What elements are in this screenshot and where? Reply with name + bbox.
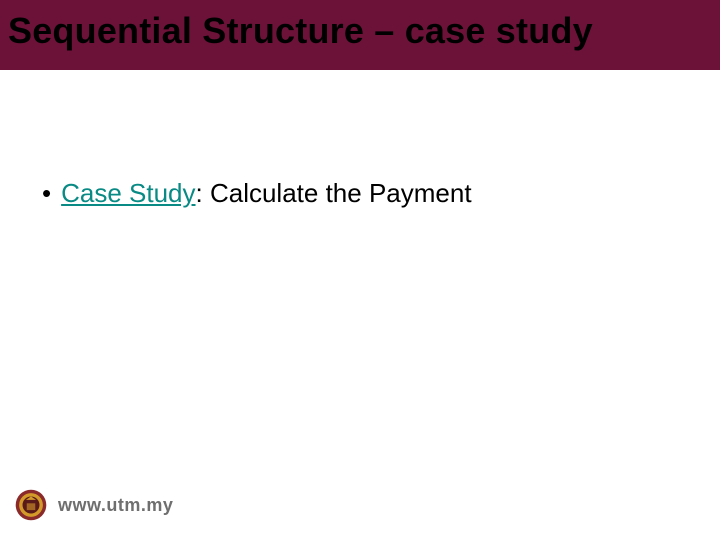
bullet-rest: : Calculate the Payment bbox=[196, 178, 472, 208]
crest-icon bbox=[14, 488, 48, 522]
bullet-icon: • bbox=[42, 180, 51, 206]
title-bar: Sequential Structure – case study bbox=[0, 0, 720, 70]
content-area: • Case Study: Calculate the Payment bbox=[42, 178, 680, 209]
footer-url: www.utm.my bbox=[58, 495, 173, 516]
bullet-line: • Case Study: Calculate the Payment bbox=[42, 178, 680, 209]
slide-title: Sequential Structure – case study bbox=[8, 10, 712, 52]
case-study-link[interactable]: Case Study bbox=[61, 178, 195, 208]
footer: www.utm.my bbox=[14, 488, 173, 522]
bullet-text: Case Study: Calculate the Payment bbox=[61, 178, 471, 209]
